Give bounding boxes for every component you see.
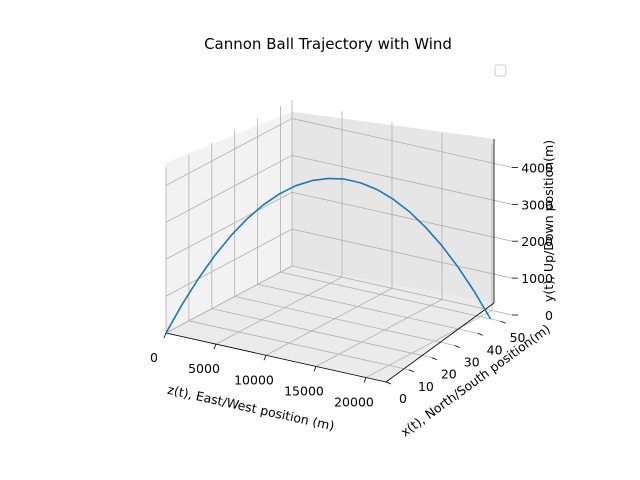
grid-line-x	[365, 310, 493, 378]
grid-line-z	[165, 191, 293, 260]
x-tick-mark	[163, 332, 167, 339]
grid-line-x	[215, 276, 343, 345]
chart-title: Cannon Ball Trajectory with Wind	[204, 35, 452, 53]
y-tick-label: 40	[487, 342, 503, 357]
x-tick-mark	[313, 366, 317, 372]
z-tick-label: 1000	[521, 271, 553, 286]
x-tick-mark	[213, 343, 217, 350]
y-tick-label: 20	[441, 367, 457, 382]
grid-line-z	[165, 265, 293, 334]
z-tick-label: 3000	[521, 197, 553, 212]
grid-line-z	[291, 228, 513, 279]
z-tick-label: 0	[545, 308, 553, 323]
grid-line-z	[291, 265, 513, 316]
y-axis-line	[385, 302, 495, 383]
axis-lines	[165, 139, 495, 383]
grid-line-y	[280, 271, 501, 322]
y-tick-mark	[454, 345, 460, 348]
x-ticks: 0 5000 10000 15000 20000	[150, 332, 374, 410]
grid-line-y	[257, 283, 478, 334]
y-tick-label: 50	[510, 330, 526, 345]
grid-line-z	[165, 118, 293, 186]
grid-lines	[165, 100, 513, 383]
z-ticks: 0 1000 2000 3000 4000	[512, 160, 553, 323]
y-tick-mark	[431, 357, 437, 361]
axes-3d: 0 5000 10000 15000 20000 0 10 20 30 40 50 0 1000 20…	[150, 100, 553, 410]
x-tick-label: 20000	[334, 395, 374, 410]
legend-box	[494, 64, 507, 77]
y-tick-label: 0	[399, 391, 407, 406]
x-tick-mark	[363, 377, 367, 383]
grid-line-y	[234, 296, 455, 346]
x-tick-label: 10000	[234, 372, 274, 387]
y-ticks: 0 10 20 30 40 50	[385, 320, 526, 406]
grid-line-x	[315, 299, 443, 367]
series-trajectory-line	[165, 177, 492, 334]
y-tick-mark	[385, 381, 392, 385]
x-tick-mark	[263, 355, 267, 361]
y-tick-mark	[500, 320, 506, 324]
grid-line-z	[165, 154, 293, 223]
z-tick-label: 4000	[521, 160, 553, 175]
y-tick-mark	[477, 332, 483, 336]
grid-line-z	[291, 191, 513, 242]
grid-line-y	[211, 308, 432, 359]
y-tick-label: 30	[464, 354, 480, 369]
grid-line-y	[188, 320, 409, 371]
grid-line-x	[265, 287, 393, 356]
x-axis-line	[165, 332, 387, 383]
grid-line-z	[165, 228, 293, 297]
y-tick-label: 10	[418, 379, 434, 394]
grid-line-z	[291, 154, 513, 205]
x-tick-label: 0	[150, 350, 158, 365]
x-tick-label: 5000	[188, 361, 220, 376]
x-tick-label: 15000	[284, 383, 324, 398]
grid-line-z	[291, 118, 513, 168]
z-tick-label: 2000	[521, 234, 553, 249]
z-axis-label: y(t), Up/Down position(m)	[541, 140, 556, 302]
y-tick-mark	[408, 369, 415, 373]
